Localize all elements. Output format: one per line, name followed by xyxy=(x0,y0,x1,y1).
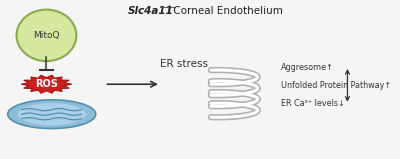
Polygon shape xyxy=(21,75,72,93)
Ellipse shape xyxy=(18,103,86,125)
Ellipse shape xyxy=(8,100,96,128)
Text: −/−: −/− xyxy=(162,5,176,11)
Text: ER Ca²⁺ levels↓: ER Ca²⁺ levels↓ xyxy=(280,99,344,108)
Text: Unfolded Protein Pathway↑: Unfolded Protein Pathway↑ xyxy=(280,81,391,90)
Text: ER stress: ER stress xyxy=(160,59,208,69)
Text: ROS: ROS xyxy=(35,79,58,89)
Ellipse shape xyxy=(16,10,76,61)
Text: Corneal Endothelium: Corneal Endothelium xyxy=(170,6,282,16)
Text: MitoQ: MitoQ xyxy=(33,31,60,40)
Text: Aggresome↑: Aggresome↑ xyxy=(280,63,334,72)
Text: Slc4a11: Slc4a11 xyxy=(128,6,173,16)
